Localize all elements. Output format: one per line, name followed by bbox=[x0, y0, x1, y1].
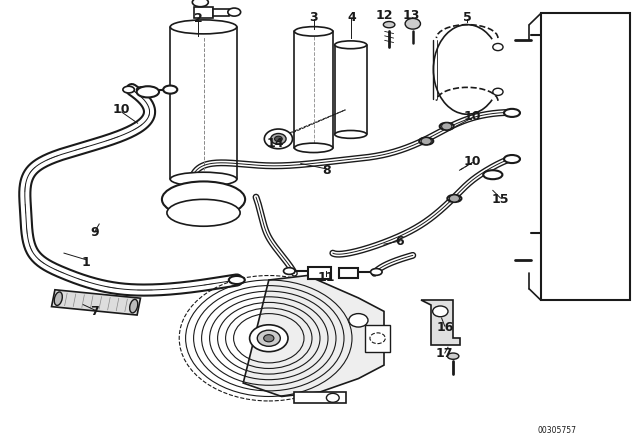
Ellipse shape bbox=[229, 276, 245, 284]
Ellipse shape bbox=[371, 268, 382, 275]
Circle shape bbox=[264, 129, 292, 149]
Ellipse shape bbox=[170, 172, 237, 186]
Ellipse shape bbox=[447, 353, 459, 359]
Ellipse shape bbox=[228, 8, 241, 16]
Text: 2: 2 bbox=[194, 12, 203, 26]
Text: 11: 11 bbox=[317, 271, 335, 284]
Circle shape bbox=[370, 333, 385, 344]
Ellipse shape bbox=[383, 22, 395, 28]
Text: 4: 4 bbox=[348, 11, 356, 25]
Ellipse shape bbox=[54, 292, 62, 306]
Ellipse shape bbox=[162, 181, 245, 217]
Ellipse shape bbox=[335, 41, 367, 49]
Text: 12: 12 bbox=[375, 9, 393, 22]
Text: 10: 10 bbox=[463, 155, 481, 168]
Text: 14: 14 bbox=[266, 137, 284, 150]
Circle shape bbox=[405, 18, 420, 29]
Text: 10: 10 bbox=[463, 110, 481, 123]
Circle shape bbox=[264, 335, 274, 342]
Ellipse shape bbox=[294, 143, 333, 152]
Ellipse shape bbox=[130, 299, 138, 313]
Circle shape bbox=[271, 134, 286, 144]
Ellipse shape bbox=[440, 123, 454, 130]
Ellipse shape bbox=[123, 86, 134, 93]
Circle shape bbox=[493, 43, 503, 51]
Text: 8: 8 bbox=[322, 164, 331, 177]
Circle shape bbox=[257, 330, 280, 346]
Text: 13: 13 bbox=[403, 9, 420, 22]
Text: 5: 5 bbox=[463, 11, 472, 25]
Ellipse shape bbox=[170, 20, 237, 34]
Ellipse shape bbox=[419, 138, 433, 145]
Bar bbox=[194, 7, 213, 18]
Circle shape bbox=[349, 314, 368, 327]
Text: 17: 17 bbox=[436, 347, 454, 361]
Ellipse shape bbox=[335, 130, 367, 138]
Circle shape bbox=[275, 136, 282, 142]
Ellipse shape bbox=[504, 109, 520, 117]
Ellipse shape bbox=[294, 26, 333, 36]
Polygon shape bbox=[243, 276, 384, 396]
Text: 16: 16 bbox=[436, 320, 454, 334]
Bar bbox=[294, 392, 346, 403]
Text: 1: 1 bbox=[82, 255, 91, 269]
Bar bbox=[308, 267, 331, 279]
Bar bbox=[213, 9, 229, 16]
Text: 6: 6 bbox=[396, 235, 404, 249]
Text: 15: 15 bbox=[492, 193, 509, 206]
Circle shape bbox=[433, 306, 448, 317]
Text: 7: 7 bbox=[90, 305, 99, 318]
Ellipse shape bbox=[284, 267, 295, 274]
Text: 9: 9 bbox=[90, 226, 99, 240]
Circle shape bbox=[449, 195, 460, 202]
Ellipse shape bbox=[192, 0, 209, 7]
Bar bbox=[541, 13, 630, 300]
Ellipse shape bbox=[483, 170, 502, 179]
Ellipse shape bbox=[163, 86, 177, 94]
Polygon shape bbox=[421, 300, 460, 345]
Text: 10: 10 bbox=[113, 103, 131, 116]
Circle shape bbox=[326, 393, 339, 402]
Circle shape bbox=[442, 123, 452, 130]
Circle shape bbox=[250, 325, 288, 352]
Circle shape bbox=[421, 138, 431, 145]
Circle shape bbox=[493, 88, 503, 95]
Ellipse shape bbox=[137, 86, 159, 98]
Ellipse shape bbox=[504, 155, 520, 163]
Bar bbox=[52, 290, 140, 315]
Ellipse shape bbox=[137, 87, 147, 92]
Text: 3: 3 bbox=[309, 11, 318, 25]
Ellipse shape bbox=[167, 199, 240, 226]
Ellipse shape bbox=[447, 195, 461, 202]
Bar bbox=[365, 325, 390, 352]
Bar bbox=[339, 268, 358, 278]
Text: 00305757: 00305757 bbox=[538, 426, 576, 435]
